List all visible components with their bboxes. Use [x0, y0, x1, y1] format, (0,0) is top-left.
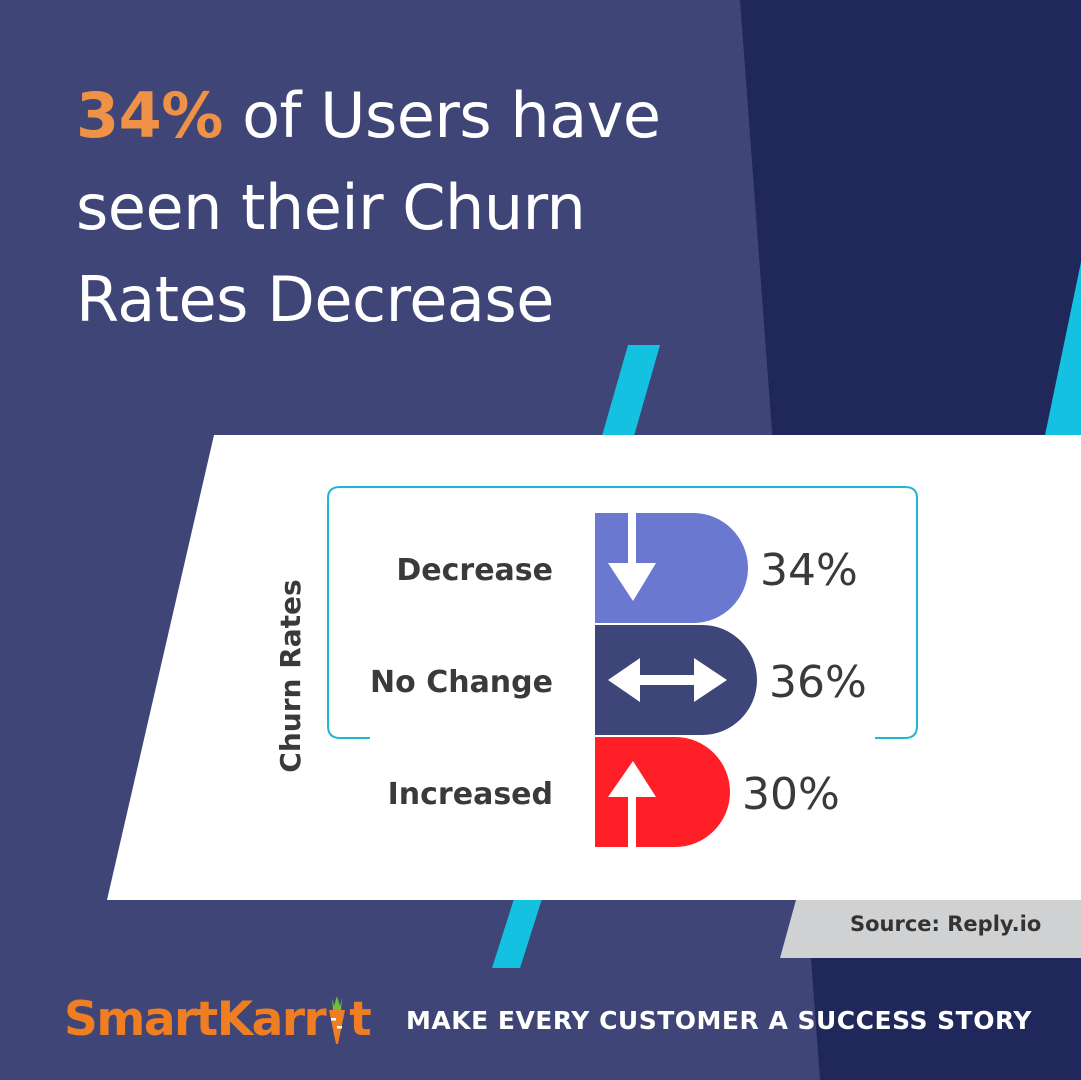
arrow-up-icon [608, 761, 656, 847]
category-label-increased: Increased [388, 777, 553, 812]
carrot-icon [329, 996, 346, 1044]
source-box [780, 900, 1081, 958]
chart-panel [107, 435, 1081, 900]
value-label-no-change: 36% [769, 657, 867, 708]
category-label-decrease: Decrease [396, 553, 553, 588]
value-label-increased: 30% [742, 769, 840, 820]
headline: 34% of Users have seen their Churn Rates… [76, 70, 796, 346]
category-label-no-change: No Change [370, 665, 553, 700]
cyan-stripe-bottom [492, 880, 548, 968]
y-axis-label: Churn Rates [274, 579, 307, 772]
cyan-stripe-right [1044, 262, 1081, 440]
logo-text-karr: Karr [216, 992, 327, 1047]
logo-text-smart: Smart [64, 992, 218, 1047]
headline-line-1: 34% of Users have [76, 70, 796, 162]
headline-line-1-text: of Users have [222, 79, 661, 152]
value-label-decrease: 34% [760, 545, 858, 596]
smartkarrot-logo: SmartKarr t [64, 992, 372, 1047]
arrow-down-icon [608, 513, 656, 601]
headline-highlight: 34% [76, 79, 223, 152]
source-text: Source: Reply.io [850, 912, 1042, 936]
category-bracket [327, 486, 918, 739]
headline-line-2: seen their Churn [76, 171, 586, 244]
tagline: MAKE EVERY CUSTOMER A SUCCESS STORY [406, 1006, 1032, 1035]
logo-text-t: t [349, 992, 371, 1047]
arrow-left-right-icon [608, 658, 727, 702]
headline-line-3: Rates Decrease [76, 263, 554, 336]
